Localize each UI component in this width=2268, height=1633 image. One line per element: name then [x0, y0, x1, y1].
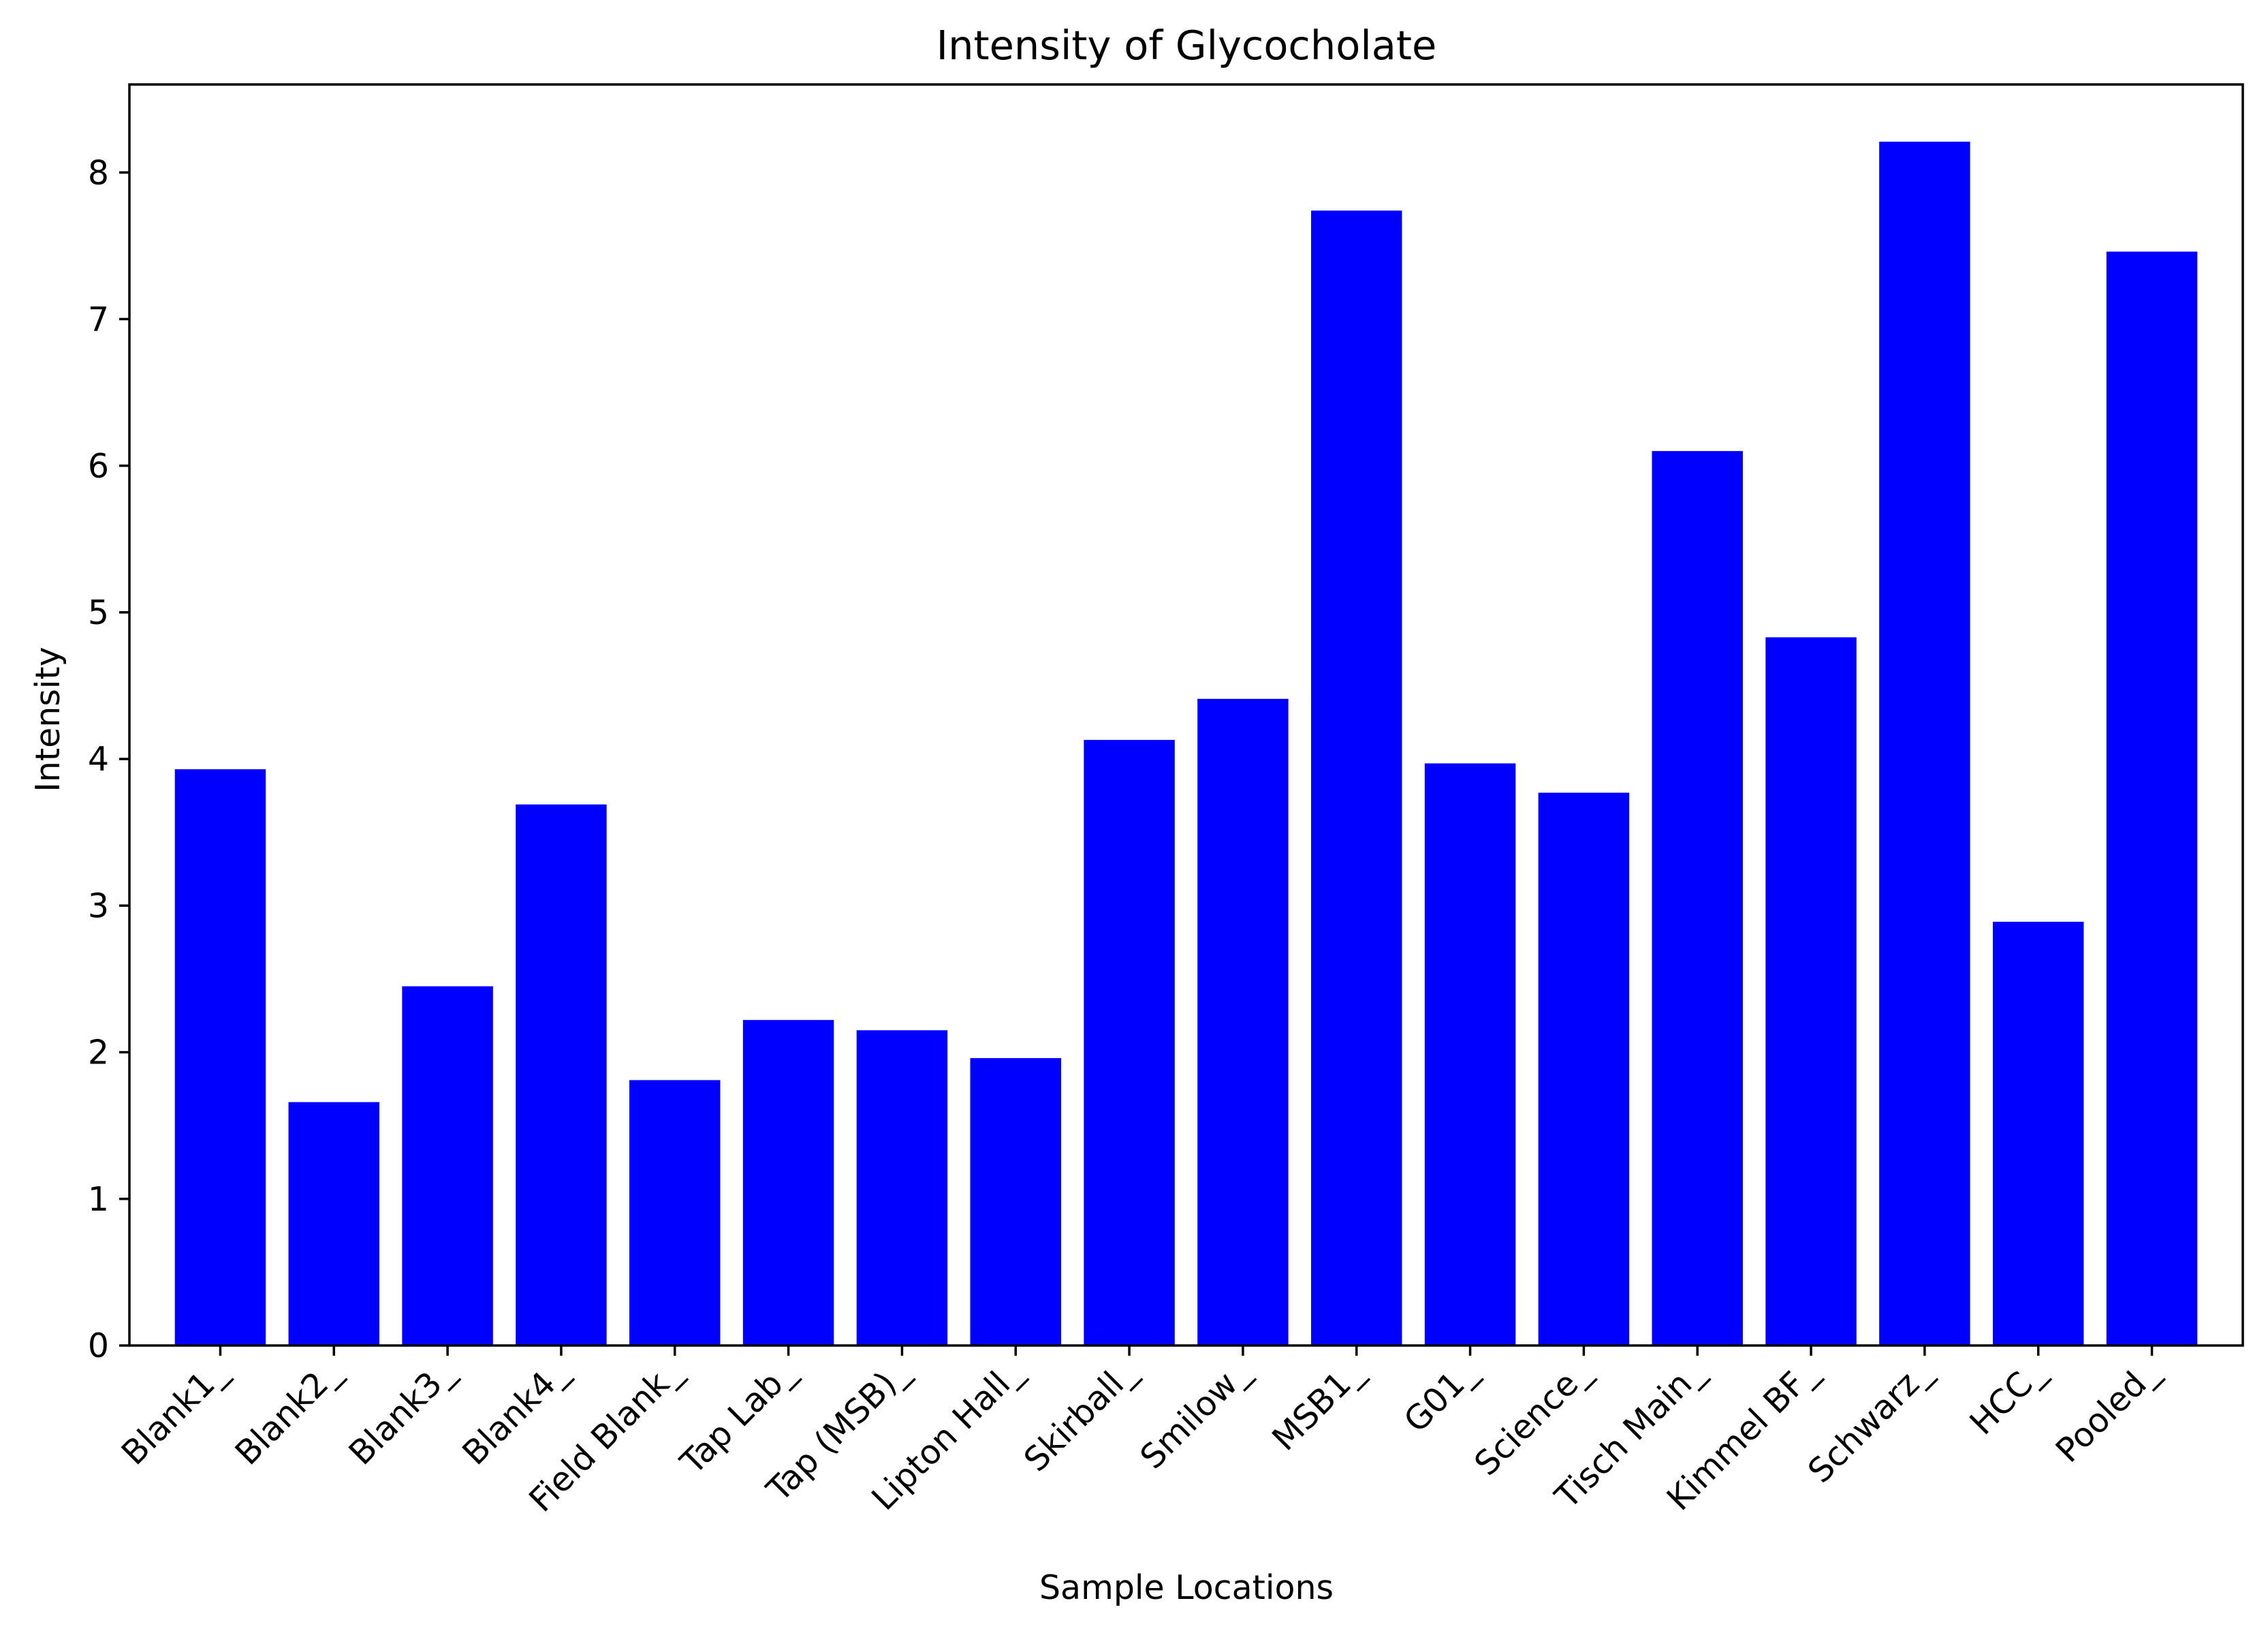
bar-14 [1765, 637, 1857, 1346]
chart-title: Intensity of Glycocholate [936, 22, 1437, 69]
y-axis-label: Intensity [29, 647, 67, 792]
bar-5 [742, 1020, 834, 1346]
y-tick-label-7: 7 [88, 300, 109, 339]
x-tick-label-3: Blank4_ [455, 1352, 576, 1473]
x-tick-label-8: Skirball_ [1017, 1352, 1144, 1479]
bar-16 [1992, 921, 2084, 1346]
y-tick-label-3: 3 [88, 886, 109, 925]
y-tick-label-2: 2 [88, 1033, 109, 1072]
bar-13 [1652, 451, 1743, 1346]
y-tick-label-8: 8 [88, 153, 109, 192]
bar-11 [1424, 763, 1516, 1346]
bar-8 [1084, 740, 1175, 1346]
bar-7 [970, 1058, 1061, 1346]
bar-17 [2106, 251, 2198, 1346]
bar-3 [516, 804, 607, 1346]
y-tick-label-6: 6 [88, 447, 109, 486]
x-tick-label-10: MSB1_ [1265, 1352, 1371, 1459]
x-tick-label-9: Smilow_ [1133, 1352, 1257, 1477]
x-axis-label: Sample Locations [1039, 1568, 1334, 1607]
y-tick-label-4: 4 [88, 740, 109, 779]
bar-1 [288, 1102, 380, 1346]
x-tick-label-11: G01_ [1396, 1352, 1484, 1440]
y-axis: 0 1 2 3 4 5 6 7 8 [88, 153, 129, 1365]
x-tick-label-16: HCC_ [1962, 1352, 2052, 1442]
plot-frame [128, 83, 2244, 1347]
bar-4 [629, 1080, 721, 1346]
bar-0 [174, 769, 266, 1346]
bar-9 [1197, 698, 1289, 1346]
y-tick-label-5: 5 [88, 593, 109, 632]
y-tick-label-0: 0 [88, 1326, 109, 1365]
bar-15 [1879, 141, 1970, 1346]
x-tick-label-17: Pooled_ [2048, 1352, 2166, 1470]
x-tick-label-0: Blank1_ [114, 1352, 235, 1473]
bar-6 [856, 1030, 948, 1346]
bar-2 [402, 986, 493, 1346]
bars-group [174, 141, 2198, 1346]
x-tick-label-15: Schwarz_ [1801, 1352, 1939, 1491]
y-tick-label-1: 1 [88, 1180, 109, 1219]
bar-10 [1311, 211, 1402, 1346]
x-tick-label-1: Blank2_ [227, 1352, 348, 1473]
x-axis: Blank1_Blank2_Blank3_Blank4_Field Blank_… [114, 1346, 2166, 1519]
bar-12 [1538, 792, 1630, 1346]
x-tick-label-2: Blank3_ [341, 1352, 462, 1473]
